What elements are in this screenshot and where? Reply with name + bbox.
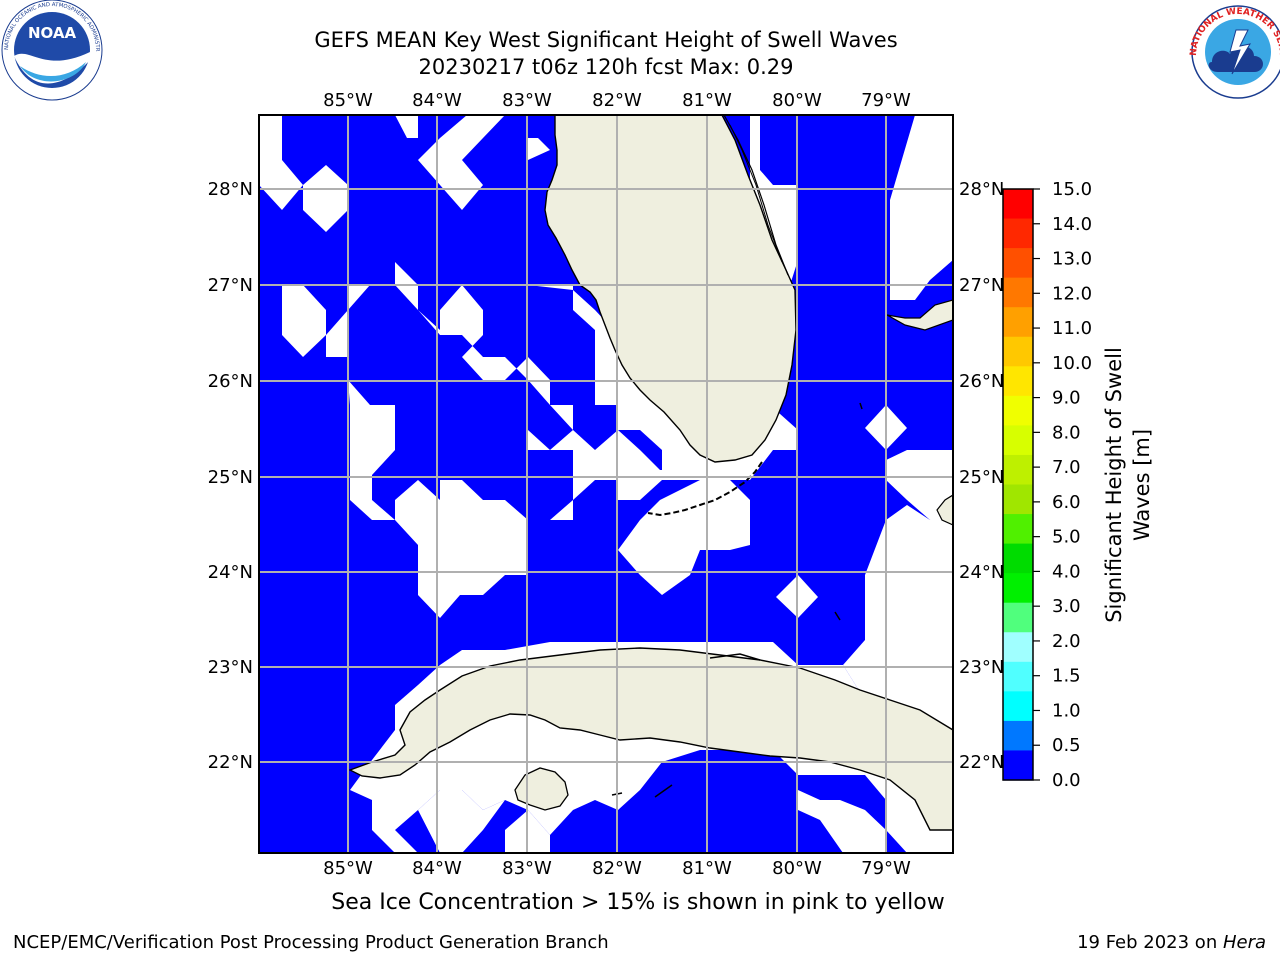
lon-label: 80°W [772,90,822,111]
lat-label: 25°N [208,467,253,488]
lon-label: 84°W [412,90,462,111]
lat-label: 26°N [208,371,253,392]
colorbar-tick-label: 11.0 [1052,318,1092,339]
lon-labels-top: 85°W 84°W 83°W 82°W 81°W 80°W 79°W [323,90,911,111]
lon-label: 84°W [412,858,462,879]
colorbar-swatch [1003,543,1033,574]
map-subtitle: 20230217 t06z 120h fcst Max: 0.29 [418,55,794,79]
cuba-landmass [348,647,953,831]
lon-label: 85°W [323,858,373,879]
colorbar-swatch [1003,307,1033,338]
colorbar-tick-label: 10.0 [1052,353,1092,374]
lon-label: 81°W [682,90,732,111]
colorbar-swatch [1003,573,1033,604]
map-title: GEFS MEAN Key West Significant Height of… [314,28,898,52]
footer-host: Hera [1222,932,1266,953]
colorbar-tick-label: 4.0 [1052,561,1081,582]
colorbar-swatch [1003,691,1033,722]
nws-logo: NATIONAL WEATHER SERVICE [1176,0,1280,99]
colorbar-swatch [1003,366,1033,397]
lon-label: 79°W [861,90,911,111]
colorbar-swatch [1003,484,1033,515]
lon-label: 81°W [682,858,732,879]
map-frame [258,114,954,854]
colorbar-tick-label: 15.0 [1052,179,1092,200]
colorbar-tick-label: 9.0 [1052,388,1081,409]
colorbar-swatch [1003,277,1033,308]
footer-credit: NCEP/EMC/Verification Post Processing Pr… [13,932,609,953]
colorbar-swatch [1003,425,1033,456]
colorbar-swatch [1003,395,1033,426]
colorbar-ticks: 15.0 14.0 13.0 12.0 11.0 10.0 9.0 8.0 7.0 6.0 5.0 4… [1033,179,1092,791]
colorbar-swatch [1003,454,1033,486]
colorbar-tick-label: 5.0 [1052,527,1081,548]
lat-label: 25°N [959,467,1004,488]
colorbar-swatch [1003,218,1033,249]
colorbar-tick-label: 0.5 [1052,735,1081,756]
colorbar-label-line2: Waves [m] [1130,428,1154,542]
colorbar-tick-label: 13.0 [1052,249,1092,270]
lon-label: 79°W [861,858,911,879]
colorbar [1003,189,1033,781]
colorbar-tick-label: 2.0 [1052,631,1081,652]
lat-labels-left: 28°N 27°N 26°N 25°N 24°N 23°N 22°N [208,179,253,773]
colorbar-frame [1002,188,1034,781]
colorbar-swatch [1003,602,1033,633]
lat-label: 27°N [208,275,253,296]
lon-labels-bottom: 85°W 84°W 83°W 82°W 81°W 80°W 79°W [323,858,911,879]
lat-label: 22°N [959,752,1004,773]
colorbar-label-line1: Significant Height of Swell [1102,347,1126,623]
map-gridlines [259,115,953,853]
lat-label: 22°N [208,752,253,773]
colorbar-tick-label: 14.0 [1052,214,1092,235]
colorbar-swatch [1003,514,1033,545]
noaa-logo: NOAA NATIONAL OCEANIC AND ATMOSPHERIC AD… [0,0,103,101]
lon-label: 82°W [592,90,642,111]
colorbar-swatch [1003,750,1033,781]
colorbar-swatch [1003,632,1033,663]
lat-label: 24°N [208,562,253,583]
colorbar-tick-label: 3.0 [1052,596,1081,617]
lat-label: 23°N [208,657,253,678]
lat-label: 24°N [959,562,1004,583]
colorbar-swatch [1003,661,1033,692]
colorbar-tick-label: 1.0 [1052,700,1081,721]
map-area [259,115,953,853]
lat-labels-right: 28°N 27°N 26°N 25°N 24°N 23°N 22°N [959,179,1004,773]
colorbar-tick-label: 1.5 [1052,666,1081,687]
lon-label: 82°W [592,858,642,879]
colorbar-tick-label: 8.0 [1052,422,1081,443]
footer-date: 19 Feb 2023 on Hera [1077,932,1266,953]
colorbar-tick-label: 7.0 [1052,457,1081,478]
colorbar-swatch [1003,189,1033,220]
lat-label: 27°N [959,275,1004,296]
colorbar-swatch [1003,248,1033,279]
lat-label: 28°N [959,179,1004,200]
lat-label: 28°N [208,179,253,200]
lon-label: 85°W [323,90,373,111]
colorbar-swatch [1003,336,1033,367]
lat-label: 23°N [959,657,1004,678]
colorbar-tick-label: 12.0 [1052,283,1092,304]
lat-label: 26°N [959,371,1004,392]
lon-label: 83°W [502,858,552,879]
svg-text:NOAA: NOAA [28,24,77,42]
florida-landmass [544,115,797,463]
colorbar-swatch [1003,720,1033,752]
sea-ice-note: Sea Ice Concentration > 15% is shown in … [331,890,945,915]
colorbar-tick-label: 0.0 [1052,770,1081,791]
lon-label: 80°W [772,858,822,879]
lon-label: 83°W [502,90,552,111]
footer-date-text: 19 Feb 2023 on [1077,932,1223,953]
colorbar-tick-label: 6.0 [1052,492,1081,513]
